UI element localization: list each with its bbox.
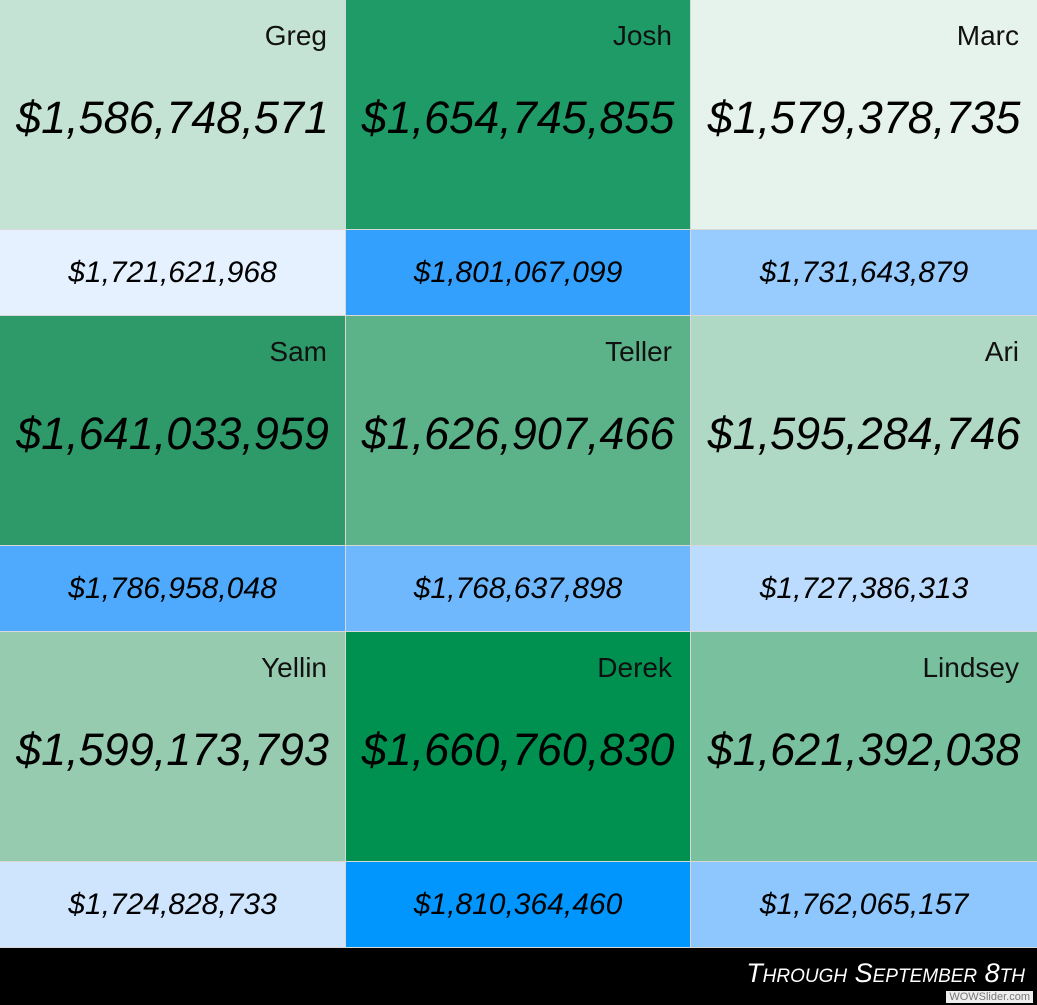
person-name: Josh (612, 20, 672, 51)
person-name: Teller (605, 336, 672, 367)
person-name: Derek (597, 652, 672, 683)
sub-value: $1,768,637,898 (346, 546, 690, 632)
footer: Through September 8th WOWSlider.com (0, 948, 1037, 1005)
total-value: $1,595,284,746 (707, 408, 1021, 459)
column: Greg $1,586,748,571 $1,721,621,968 Sam $1,64… (0, 0, 345, 948)
person-card: Derek $1,660,760,830 (346, 632, 690, 862)
total-value: $1,621,392,038 (707, 724, 1021, 775)
total-value: $1,579,378,735 (707, 92, 1021, 143)
person-card: Greg $1,586,748,571 (0, 0, 345, 230)
cell-grid: Greg $1,586,748,571 $1,721,621,968 Sam $1,64… (0, 0, 1037, 948)
person-card: Yellin $1,599,173,793 (0, 632, 345, 862)
person-name: Yellin (261, 652, 327, 683)
person-card: Ari $1,595,284,746 (691, 316, 1037, 546)
column: Josh $1,654,745,855 $1,801,067,099 Teller $1… (346, 0, 690, 948)
person-name: Ari (984, 336, 1019, 367)
column: Marc $1,579,378,735 $1,731,643,879 Ari $1,59… (691, 0, 1037, 948)
footer-text: Through September 8th (746, 958, 1025, 988)
person-name: Sam (269, 336, 327, 367)
sub-value: $1,724,828,733 (0, 862, 345, 948)
total-value: $1,660,760,830 (361, 724, 675, 775)
person-card: Marc $1,579,378,735 (691, 0, 1037, 230)
total-value: $1,599,173,793 (16, 724, 329, 775)
person-card: Lindsey $1,621,392,038 (691, 632, 1037, 862)
person-name: Greg (264, 20, 327, 51)
person-card: Josh $1,654,745,855 (346, 0, 690, 230)
sub-value: $1,731,643,879 (691, 230, 1037, 316)
person-name: Lindsey (922, 652, 1019, 683)
person-card: Teller $1,626,907,466 (346, 316, 690, 546)
sub-value: $1,801,067,099 (346, 230, 690, 316)
sub-value: $1,810,364,460 (346, 862, 690, 948)
total-value: $1,586,748,571 (16, 92, 329, 143)
sub-value: $1,727,386,313 (691, 546, 1037, 632)
sub-value: $1,786,958,048 (0, 546, 345, 632)
watermark[interactable]: WOWSlider.com (946, 991, 1033, 1003)
total-value: $1,654,745,855 (361, 92, 675, 143)
total-value: $1,641,033,959 (16, 408, 329, 459)
total-value: $1,626,907,466 (361, 408, 675, 459)
person-name: Marc (956, 20, 1019, 51)
sub-value: $1,721,621,968 (0, 230, 345, 316)
person-card: Sam $1,641,033,959 (0, 316, 345, 546)
sub-value: $1,762,065,157 (691, 862, 1037, 948)
